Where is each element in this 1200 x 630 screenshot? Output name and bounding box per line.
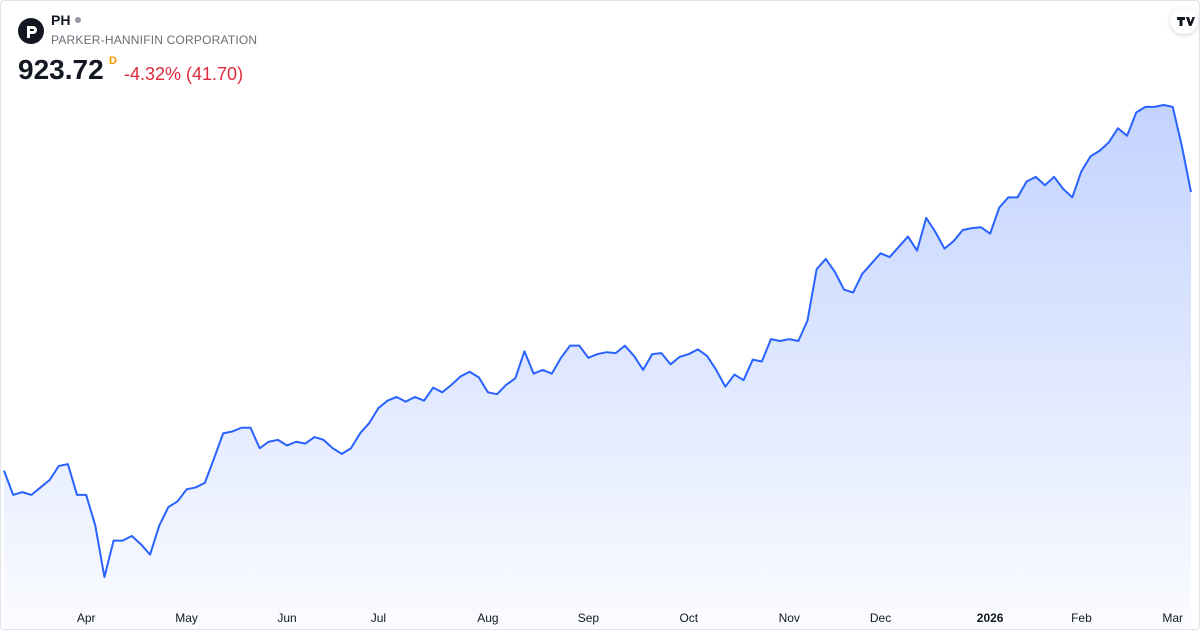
tradingview-logo[interactable] — [1170, 8, 1198, 34]
x-tick-label: Dec — [870, 611, 891, 625]
logo-icon — [27, 26, 37, 38]
x-tick-label: Feb — [1071, 611, 1092, 625]
status-dot — [75, 17, 81, 23]
x-tick-label: Mar — [1162, 611, 1183, 625]
price-change: -4.32% (41.70) — [124, 64, 244, 84]
tv-glyph — [1177, 17, 1195, 26]
x-tick-label: Nov — [779, 611, 800, 625]
logo — [18, 18, 44, 44]
interval: D — [109, 55, 117, 67]
company-name: PARKER-HANNIFIN CORPORATION — [51, 33, 258, 47]
x-tick-label: Jun — [277, 611, 296, 625]
x-tick-label: Aug — [477, 611, 498, 625]
tv-icon — [1177, 17, 1195, 26]
price-line — [3, 104, 1192, 578]
x-tick-label: May — [175, 611, 198, 625]
price: 923.72 — [18, 54, 104, 85]
x-tick-label: Sep — [578, 611, 600, 625]
x-tick-label: Apr — [77, 611, 96, 625]
x-tick-label: Oct — [679, 611, 698, 625]
x-tick-label: Jul — [371, 611, 386, 625]
ticker: PH — [51, 12, 71, 28]
logo-glyph — [27, 26, 37, 38]
x-tick-label: 2026 — [977, 611, 1004, 625]
area-fill — [4, 105, 1191, 628]
